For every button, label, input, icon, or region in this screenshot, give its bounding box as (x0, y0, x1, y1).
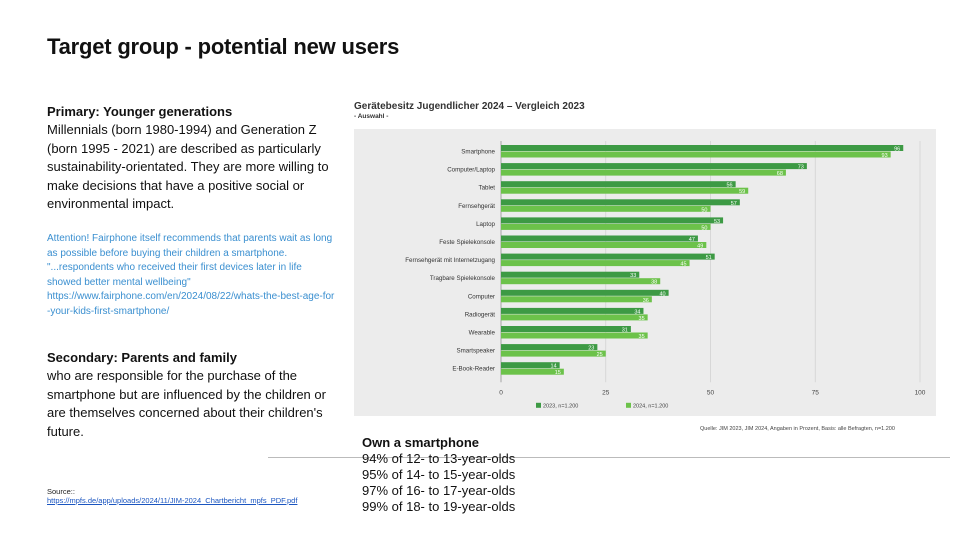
bar-value-label: 57 (731, 201, 737, 207)
own-smartphone-line: 95% of 14- to 15-year-olds (362, 467, 516, 482)
bar (501, 163, 807, 170)
category-label: Feste Spielekonsole (439, 239, 495, 246)
bar-value-label: 15 (555, 370, 561, 376)
bar-value-label: 68 (777, 171, 783, 177)
bar-value-label: 56 (727, 183, 733, 189)
bar (501, 326, 631, 332)
bar (501, 278, 661, 285)
category-label: Smartphone (461, 149, 495, 156)
primary-section: Primary: Younger generations Millennials… (47, 103, 347, 214)
bar-value-label: 35 (639, 334, 645, 340)
bar-chart: 0 25 50 75 100 Smartphone 96 93 Computer/Laptop 7… (405, 141, 926, 409)
legend-label: 2023, n=1.200 (543, 403, 578, 409)
chart-subtitle: - Auswahl - (354, 113, 389, 120)
bar (501, 242, 707, 248)
bar (501, 289, 669, 296)
own-smartphone-line: 97% of 16- to 17-year-olds (362, 483, 516, 498)
bar-value-label: 38 (651, 280, 657, 286)
bar (501, 205, 711, 212)
x-tick-label: 100 (915, 389, 926, 396)
source-section: Source:: https://mpfs.de/app/uploads/202… (47, 487, 337, 505)
secondary-section: Secondary: Parents and family who are re… (47, 349, 347, 441)
chart-source: Quelle: JIM 2023, JIM 2024, Angaben in P… (700, 426, 895, 432)
bar-value-label: 50 (701, 207, 707, 213)
attention-link[interactable]: https://www.fairphone.com/en/2024/08/22/… (47, 291, 335, 317)
bar (501, 199, 740, 206)
bar (501, 332, 648, 339)
x-tick-label: 0 (499, 389, 503, 396)
bar (501, 344, 598, 351)
bar (501, 181, 736, 188)
x-tick-label: 25 (602, 389, 610, 396)
legend-swatch (536, 402, 541, 408)
secondary-heading: Secondary: Parents and family (47, 350, 238, 365)
source-label: Source:: (47, 487, 75, 496)
bar-value-label: 53 (714, 219, 720, 225)
category-label: Computer/Laptop (447, 167, 495, 174)
bar (501, 169, 786, 176)
bar (501, 151, 891, 158)
bar-value-label: 50 (701, 225, 707, 231)
bar (501, 314, 648, 321)
divider (268, 457, 950, 458)
bar-value-label: 31 (622, 328, 628, 334)
bar (501, 260, 690, 267)
legend-swatch (626, 402, 631, 408)
attention-note: Attention! Fairphone itself recommends t… (47, 232, 337, 320)
bar-value-label: 96 (894, 147, 900, 153)
category-label: Tragbare Spielekonsole (430, 275, 496, 282)
bar-value-label: 36 (643, 298, 649, 304)
bar-value-label: 73 (798, 165, 804, 171)
attention-text: Attention! Fairphone itself recommends t… (47, 233, 333, 288)
bar-value-label: 40 (659, 291, 665, 297)
bar (501, 271, 640, 278)
legend-label: 2024, n=1.200 (633, 403, 668, 409)
own-smartphone-line: 99% of 18- to 19-year-olds (362, 499, 516, 514)
bar-value-label: 49 (697, 244, 703, 250)
bar (501, 235, 698, 242)
secondary-text: who are responsible for the purchase of … (47, 368, 326, 439)
bar-value-label: 47 (689, 237, 695, 243)
chart-area: 0 25 50 75 100 Smartphone 96 93 Computer/Laptop 7… (354, 129, 936, 416)
bar-value-label: 93 (882, 153, 888, 159)
bar (501, 368, 564, 375)
bar (501, 145, 904, 151)
category-label: Computer (468, 293, 495, 300)
category-label: E-Book-Reader (452, 366, 495, 373)
own-smartphone-heading: Own a smartphone (362, 435, 480, 450)
bar-value-label: 51 (706, 255, 712, 261)
bar-value-label: 34 (634, 309, 640, 315)
x-tick-label: 75 (812, 389, 820, 396)
category-label: Smartspeaker (456, 348, 495, 355)
x-tick-label: 50 (707, 389, 715, 396)
bar-value-label: 59 (739, 189, 745, 195)
category-label: Wearable (469, 330, 496, 337)
bar-value-label: 25 (597, 352, 603, 358)
bar-value-label: 33 (630, 273, 636, 279)
primary-heading: Primary: Younger generations (47, 104, 233, 119)
bar-value-label: 14 (551, 364, 557, 370)
category-label: Fernsehgerät mit Internetzugang (405, 257, 495, 264)
slide-title: Target group - potential new users (47, 34, 400, 59)
primary-text: Millennials (born 1980-1994) and Generat… (47, 122, 329, 211)
bar (501, 217, 724, 224)
bar (501, 362, 560, 369)
bar (501, 187, 749, 194)
category-label: Tablet (478, 185, 495, 192)
bar-value-label: 45 (680, 262, 686, 268)
category-label: Fernsehgerät (458, 203, 495, 210)
category-label: Laptop (476, 221, 495, 228)
bar (501, 350, 606, 357)
chart-title: Gerätebesitz Jugendlicher 2024 – Verglei… (354, 101, 585, 112)
bar (501, 307, 644, 314)
bar-value-label: 23 (588, 346, 594, 352)
source-link[interactable]: https://mpfs.de/app/uploads/2024/11/JIM-… (47, 496, 298, 505)
bar (501, 296, 652, 303)
own-smartphone-box: Own a smartphone 94% of 12- to 13-year-o… (362, 435, 515, 515)
bar (501, 253, 715, 260)
bar (501, 223, 711, 230)
category-label: Radiogerät (465, 311, 496, 318)
own-smartphone-line: 94% of 12- to 13-year-olds (362, 451, 516, 466)
bar-value-label: 35 (639, 316, 645, 322)
